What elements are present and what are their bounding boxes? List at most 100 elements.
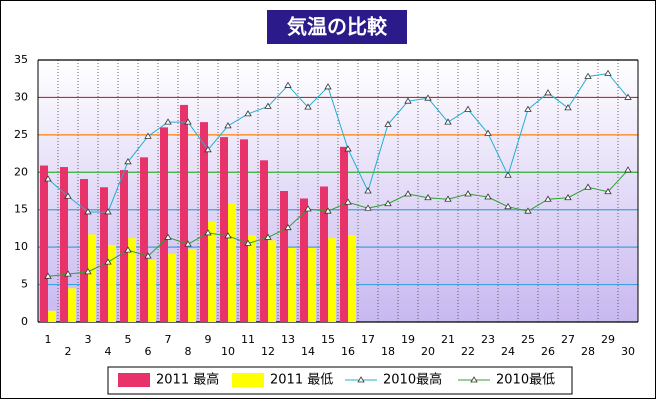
x-tick-label: 20 (421, 345, 435, 358)
bar (300, 198, 308, 322)
y-tick-label: 20 (14, 165, 28, 178)
x-tick-label: 17 (361, 333, 375, 346)
x-tick-label: 26 (541, 345, 555, 358)
marker (524, 207, 532, 214)
y-tick-label: 15 (14, 203, 28, 216)
marker (384, 199, 392, 207)
legend-label: 2011 最高 (156, 372, 219, 388)
x-tick-label: 25 (521, 333, 535, 346)
marker (184, 240, 192, 247)
y-tick-label: 30 (14, 90, 28, 103)
marker (604, 187, 612, 195)
bar (148, 259, 156, 322)
bar (328, 238, 336, 322)
bar (228, 203, 236, 322)
bar (268, 240, 276, 322)
x-tick-label: 18 (381, 345, 395, 358)
x-tick-label: 14 (301, 345, 315, 358)
marker (324, 207, 332, 214)
marker (504, 202, 512, 210)
marker (344, 198, 352, 205)
marker (364, 204, 372, 211)
bar (40, 165, 48, 322)
marker (64, 192, 72, 199)
y-tick-label: 5 (21, 278, 28, 291)
line (47, 169, 629, 277)
bar (340, 146, 348, 322)
marker (304, 205, 312, 212)
legend-marker (357, 376, 365, 383)
bar (68, 288, 76, 322)
bar (100, 187, 108, 322)
x-tick-label: 22 (461, 345, 475, 358)
bar (108, 244, 116, 322)
marker (184, 118, 192, 125)
marker (464, 105, 472, 112)
bar (208, 221, 216, 322)
marker (504, 171, 512, 178)
x-tick-label: 11 (241, 333, 255, 346)
marker (444, 195, 452, 202)
marker (84, 268, 92, 275)
bar (288, 247, 296, 322)
legend-label: 2010最高 (383, 372, 442, 388)
marker (544, 195, 552, 202)
marker (224, 122, 232, 129)
bar (60, 167, 68, 322)
marker (324, 83, 332, 90)
y-tick-label: 10 (14, 240, 28, 253)
bar (220, 137, 228, 322)
bar (308, 247, 316, 322)
marker (244, 110, 252, 117)
legend-label: 2010最低 (496, 373, 555, 388)
x-tick-label: 15 (321, 333, 335, 346)
marker (224, 232, 232, 239)
marker (104, 258, 112, 265)
bar (80, 179, 88, 322)
legend-label: 2011 最低 (270, 373, 333, 388)
x-tick-label: 1 (45, 333, 52, 346)
marker (464, 190, 472, 197)
x-tick-label: 4 (105, 345, 112, 358)
bar (280, 191, 288, 322)
x-tick-label: 27 (561, 333, 575, 346)
marker (604, 69, 612, 76)
marker (144, 252, 152, 259)
x-tick-label: 13 (281, 333, 295, 346)
marker (204, 146, 212, 153)
marker (44, 272, 52, 279)
marker (384, 120, 392, 127)
marker (444, 118, 452, 125)
x-tick-label: 29 (601, 333, 615, 346)
marker (564, 104, 572, 111)
marker (624, 93, 632, 100)
marker (104, 208, 112, 215)
bar (180, 104, 188, 323)
marker (584, 72, 592, 79)
x-tick-label: 23 (481, 333, 495, 346)
marker (264, 102, 272, 109)
marker (564, 193, 572, 201)
marker (284, 223, 292, 231)
marker (124, 246, 132, 253)
y-tick-label: 25 (14, 128, 28, 141)
x-tick-label: 10 (221, 345, 235, 358)
y-tick-label: 35 (14, 53, 28, 66)
bar (48, 310, 56, 322)
plot-area (38, 60, 638, 322)
marker (484, 193, 492, 200)
bar (128, 238, 136, 322)
legend-swatch (232, 373, 264, 387)
bar (348, 235, 356, 322)
legend-swatch (118, 373, 150, 387)
bar (140, 157, 148, 322)
x-tick-label: 6 (145, 345, 152, 358)
bar (248, 235, 256, 322)
title-box (267, 10, 407, 44)
marker (164, 233, 172, 240)
x-tick-label: 8 (185, 345, 192, 358)
marker (44, 175, 52, 182)
x-tick-label: 16 (341, 345, 355, 358)
marker (264, 233, 272, 240)
